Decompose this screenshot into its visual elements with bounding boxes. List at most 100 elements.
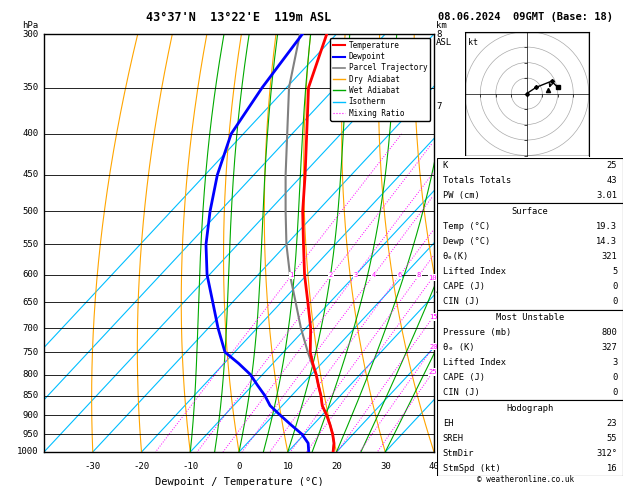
Text: 0: 0 (612, 297, 617, 307)
Text: StmSpd (kt): StmSpd (kt) (443, 464, 501, 473)
Text: 2: 2 (450, 379, 455, 388)
Text: 8: 8 (417, 273, 421, 278)
Text: 550: 550 (22, 240, 38, 249)
Text: StmDir: StmDir (443, 449, 474, 458)
Text: 30: 30 (380, 463, 391, 471)
Text: 23: 23 (606, 419, 617, 428)
Text: 55: 55 (606, 434, 617, 443)
Text: 15: 15 (429, 314, 437, 320)
Text: 750: 750 (22, 347, 38, 357)
Text: Mixing Ratio (g/kg): Mixing Ratio (g/kg) (455, 195, 464, 291)
Text: 5: 5 (436, 234, 442, 243)
Text: 1: 1 (436, 415, 442, 424)
Text: 950: 950 (22, 430, 38, 439)
Text: 2: 2 (329, 273, 333, 278)
Text: PW (cm): PW (cm) (443, 191, 479, 200)
Text: 5: 5 (612, 267, 617, 276)
Text: 312°: 312° (596, 449, 617, 458)
Text: 25: 25 (428, 369, 437, 375)
Text: 3: 3 (612, 358, 617, 367)
Text: Most Unstable: Most Unstable (496, 312, 564, 322)
Text: 4: 4 (450, 290, 455, 299)
Text: 3: 3 (353, 273, 357, 278)
Text: 6: 6 (436, 170, 442, 179)
Text: SREH: SREH (443, 434, 464, 443)
Text: 400: 400 (22, 129, 38, 139)
Text: 350: 350 (22, 83, 38, 92)
Text: 10: 10 (282, 463, 293, 471)
Text: Hodograph: Hodograph (506, 403, 554, 413)
Text: 4: 4 (371, 273, 376, 278)
Text: Pressure (mb): Pressure (mb) (443, 328, 511, 337)
Text: 6: 6 (398, 273, 402, 278)
Text: 850: 850 (22, 391, 38, 400)
Text: Lifted Index: Lifted Index (443, 267, 506, 276)
Text: 25: 25 (606, 161, 617, 170)
Text: 3.01: 3.01 (596, 191, 617, 200)
Text: θₑ(K): θₑ(K) (443, 252, 469, 261)
Text: 4: 4 (436, 287, 442, 296)
Bar (437, 158, 623, 204)
Text: 700: 700 (22, 324, 38, 332)
Text: 650: 650 (22, 298, 38, 307)
Text: 1000: 1000 (17, 448, 38, 456)
Text: 300: 300 (22, 30, 38, 38)
Text: CAPE (J): CAPE (J) (443, 282, 485, 291)
Text: 1: 1 (289, 273, 294, 278)
Text: LCL: LCL (436, 422, 451, 431)
Text: 900: 900 (22, 411, 38, 420)
Text: -30: -30 (85, 463, 101, 471)
Text: 8: 8 (436, 30, 442, 38)
Text: θₑ (K): θₑ (K) (443, 343, 474, 352)
Text: Dewp (°C): Dewp (°C) (443, 237, 490, 246)
Text: 327: 327 (601, 343, 617, 352)
Text: -10: -10 (182, 463, 198, 471)
Text: 450: 450 (22, 170, 38, 179)
Text: Dewpoint / Temperature (°C): Dewpoint / Temperature (°C) (155, 477, 323, 486)
Text: 19.3: 19.3 (596, 222, 617, 231)
Text: ASL: ASL (436, 38, 452, 47)
Text: 43: 43 (606, 176, 617, 185)
Text: 5: 5 (450, 234, 455, 243)
Text: 0: 0 (612, 373, 617, 382)
Text: 08.06.2024  09GMT (Base: 18): 08.06.2024 09GMT (Base: 18) (438, 12, 613, 22)
Text: 0: 0 (612, 282, 617, 291)
Text: 20: 20 (331, 463, 342, 471)
Text: km: km (436, 21, 447, 30)
Text: 0: 0 (612, 388, 617, 398)
Text: 16: 16 (606, 464, 617, 473)
Text: 2: 2 (436, 379, 442, 388)
Text: kt: kt (468, 38, 478, 47)
Text: Totals Totals: Totals Totals (443, 176, 511, 185)
Text: Temp (°C): Temp (°C) (443, 222, 490, 231)
Text: 10: 10 (428, 275, 437, 281)
Text: 600: 600 (22, 270, 38, 279)
Text: 321: 321 (601, 252, 617, 261)
Text: 7: 7 (436, 103, 442, 111)
Text: 500: 500 (22, 207, 38, 216)
Bar (437, 310, 623, 400)
Text: 20: 20 (430, 344, 438, 349)
Text: CIN (J): CIN (J) (443, 297, 479, 307)
Text: 3: 3 (436, 333, 442, 343)
Text: 800: 800 (601, 328, 617, 337)
Text: 40: 40 (428, 463, 440, 471)
Text: 1: 1 (450, 415, 455, 424)
Bar (437, 400, 623, 476)
Text: CAPE (J): CAPE (J) (443, 373, 485, 382)
Legend: Temperature, Dewpoint, Parcel Trajectory, Dry Adiabat, Wet Adiabat, Isotherm, Mi: Temperature, Dewpoint, Parcel Trajectory… (330, 38, 430, 121)
Text: 0: 0 (237, 463, 242, 471)
Text: K: K (443, 161, 448, 170)
Text: CIN (J): CIN (J) (443, 388, 479, 398)
Text: Surface: Surface (511, 207, 548, 215)
Bar (437, 204, 623, 310)
Text: 3: 3 (450, 333, 455, 343)
Text: hPa: hPa (22, 21, 38, 30)
Text: © weatheronline.co.uk: © weatheronline.co.uk (477, 474, 574, 484)
Text: 43°37'N  13°22'E  119m ASL: 43°37'N 13°22'E 119m ASL (147, 11, 331, 24)
Text: Lifted Index: Lifted Index (443, 358, 506, 367)
Text: -20: -20 (133, 463, 150, 471)
Text: 14.3: 14.3 (596, 237, 617, 246)
Text: 800: 800 (22, 370, 38, 379)
Text: EH: EH (443, 419, 454, 428)
